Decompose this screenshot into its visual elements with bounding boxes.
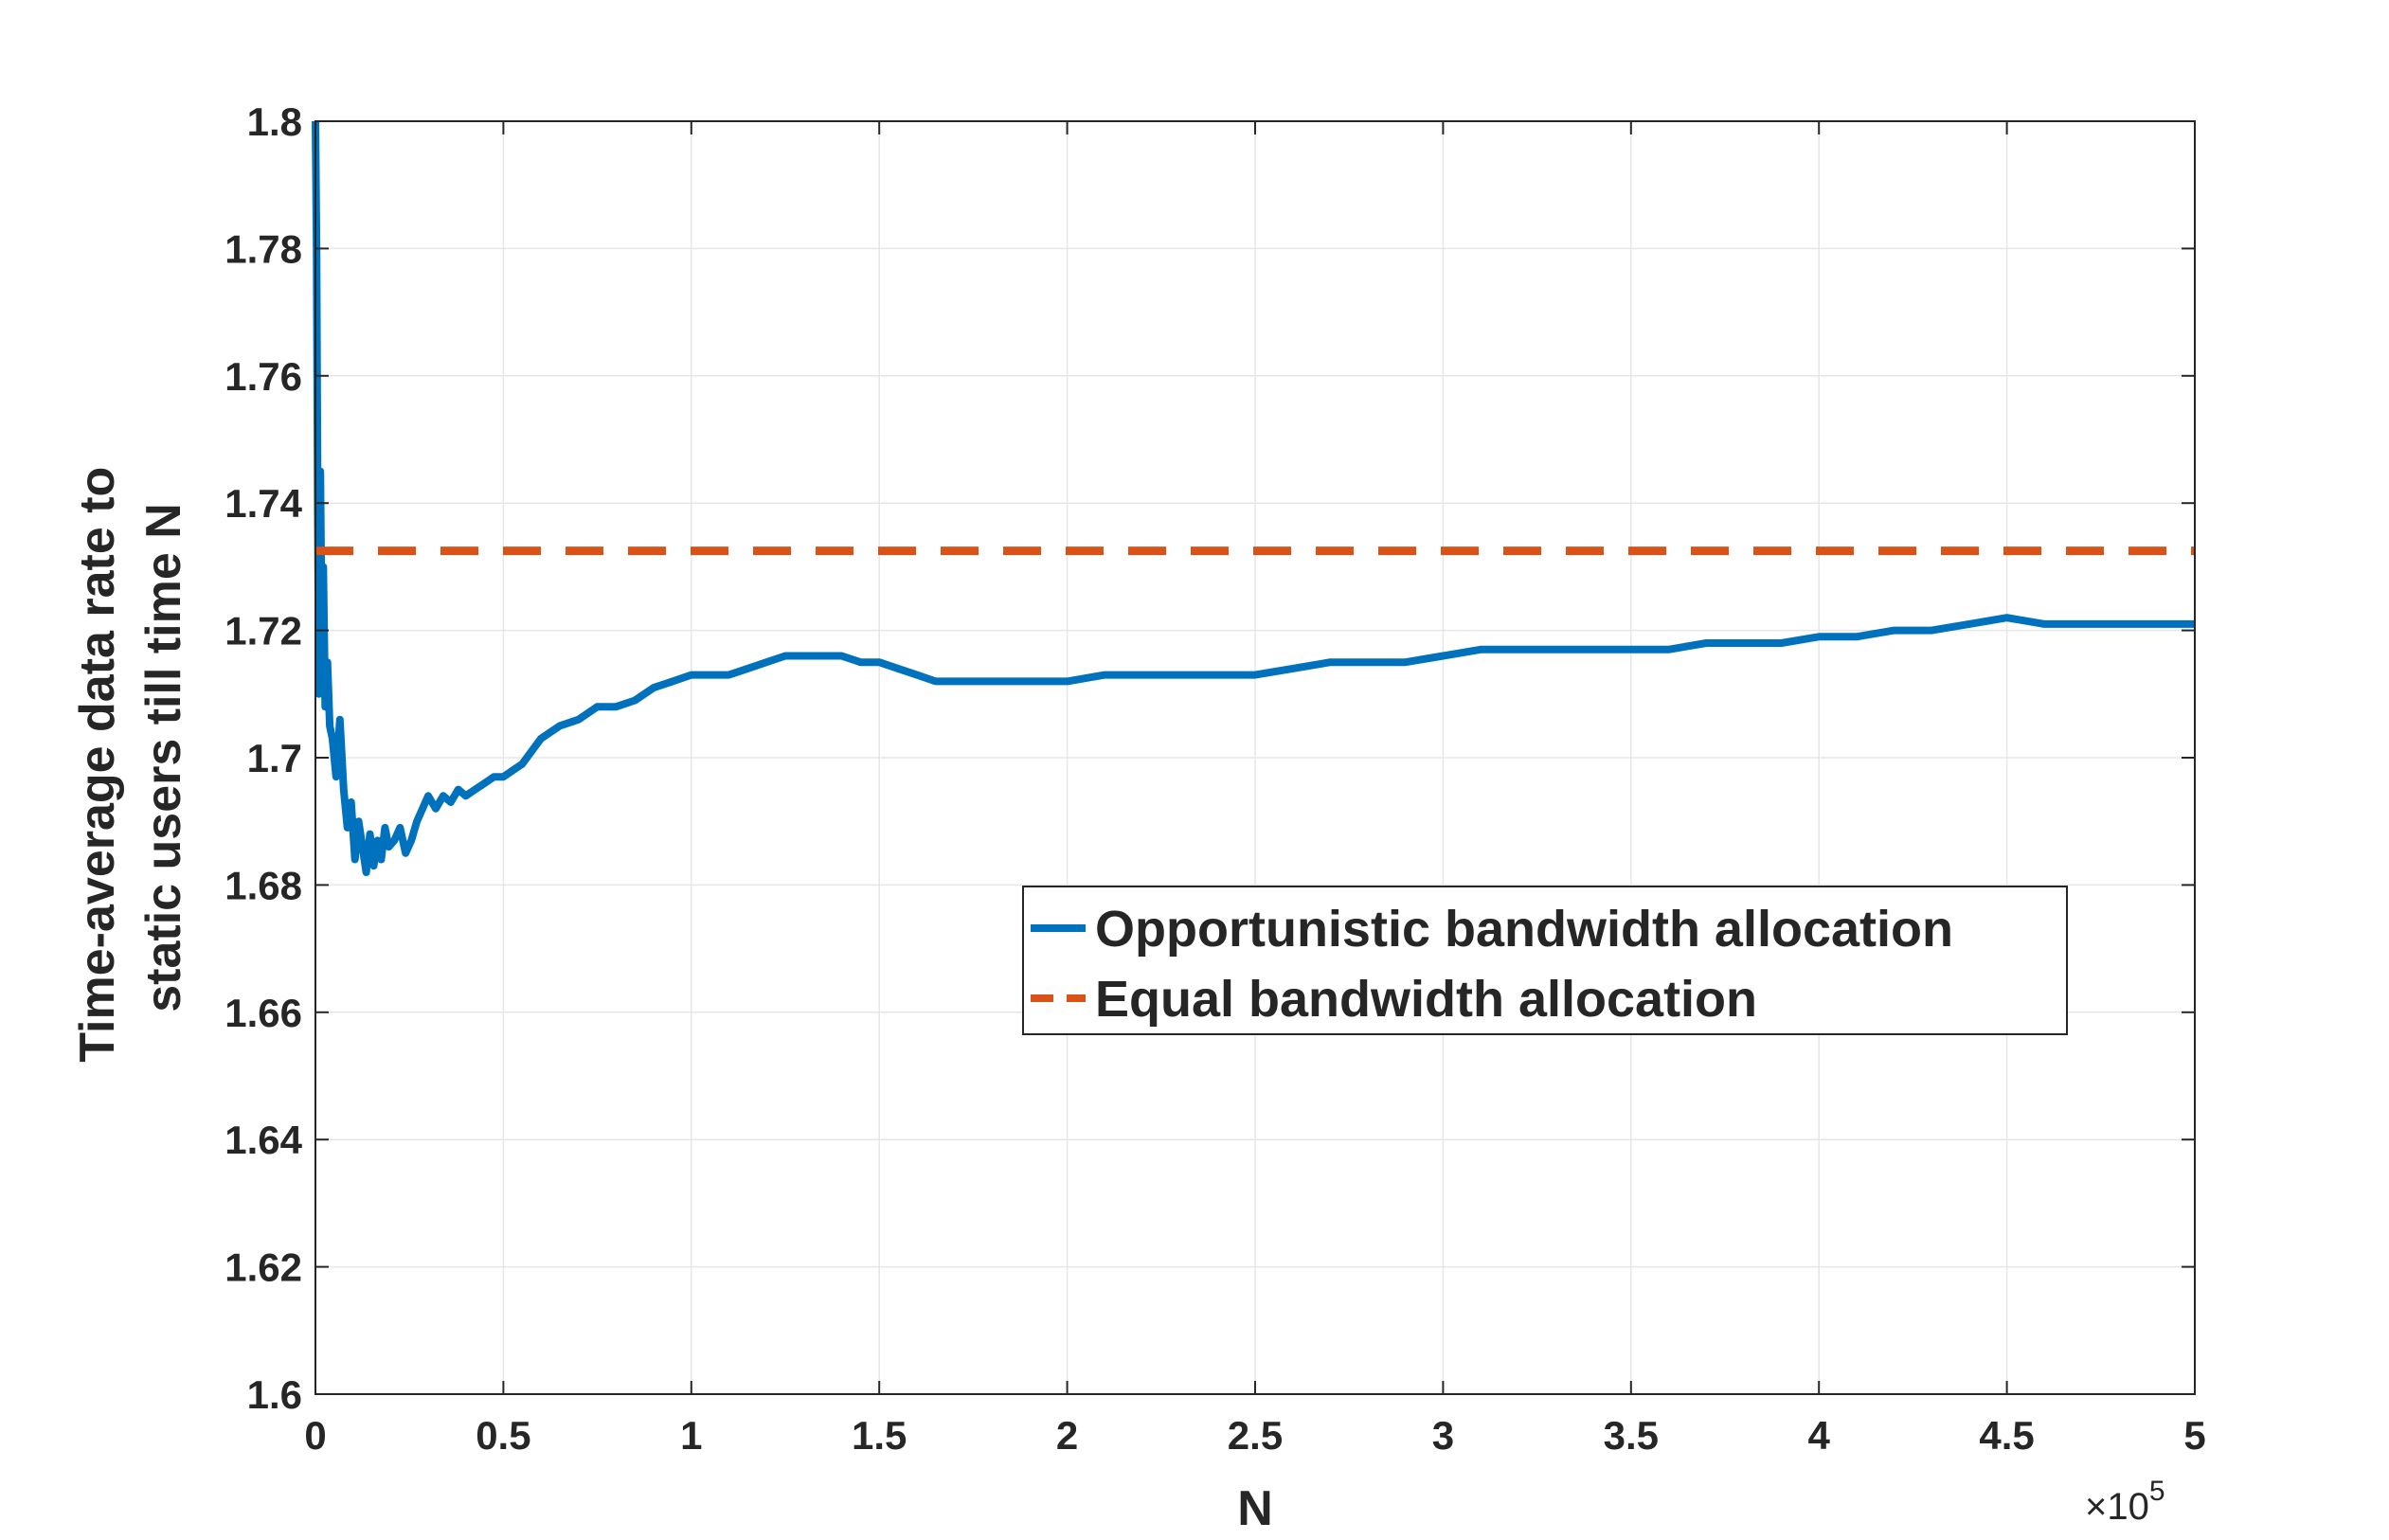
y-tick-label: 1.74 (225, 481, 302, 526)
y-tick-label: 1.62 (225, 1245, 302, 1290)
x-tick-label: 2.5 (1228, 1413, 1283, 1458)
x-tick-label: 3.5 (1604, 1413, 1659, 1458)
x-tick-label: 0.5 (476, 1413, 530, 1458)
x-tick-label: 1.5 (852, 1413, 907, 1458)
x-tick-label: 3 (1432, 1413, 1454, 1458)
tick-labels: 0 0.5 1 1.5 2 2.5 3 3.5 4 4.5 5 1.6 1.62 1.64 1.66 1.68… (225, 99, 2205, 1458)
y-tick-label: 1.68 (225, 863, 302, 907)
y-tick-label: 1.64 (225, 1118, 302, 1162)
y-tick-label: 1.8 (247, 99, 302, 144)
legend: Opportunistic bandwidth allocation Equal… (1022, 886, 2068, 1035)
x-tick-label: 1 (680, 1413, 702, 1458)
y-tick-label: 1.66 (225, 991, 302, 1035)
x-exponent-power: 5 (2149, 1476, 2165, 1507)
series-line-opportunistic (312, 120, 2195, 876)
legend-box (1022, 886, 2068, 1035)
legend-label-opportunistic: Opportunistic bandwidth allocation (1095, 901, 1953, 958)
x-axis-title: N (1237, 1481, 1273, 1536)
x-exponent-base: ×10 (2085, 1486, 2149, 1528)
series-layer (312, 120, 2195, 876)
x-tick-label: 2 (1056, 1413, 1078, 1458)
y-tick-label: 1.6 (247, 1372, 302, 1417)
y-axis-title-line-1: Time-average data rate to (70, 467, 125, 1063)
ticks (314, 120, 2196, 1395)
x-tick-label: 5 (2183, 1413, 2205, 1458)
y-axis-title: Time-average data rate to static users t… (70, 453, 191, 1063)
x-tick-label: 4 (1808, 1413, 1831, 1458)
y-axis-title-line-2: static users till time N (136, 503, 191, 1012)
y-tick-label: 1.7 (247, 736, 302, 780)
y-tick-label: 1.78 (225, 226, 302, 271)
x-tick-label: 0 (304, 1413, 326, 1458)
y-tick-label: 1.76 (225, 354, 302, 399)
x-axis-exponent: ×105 (2085, 1476, 2165, 1528)
x-tick-label: 4.5 (1979, 1413, 2034, 1458)
legend-label-equal: Equal bandwidth allocation (1095, 971, 1757, 1028)
y-tick-label: 1.72 (225, 609, 302, 654)
